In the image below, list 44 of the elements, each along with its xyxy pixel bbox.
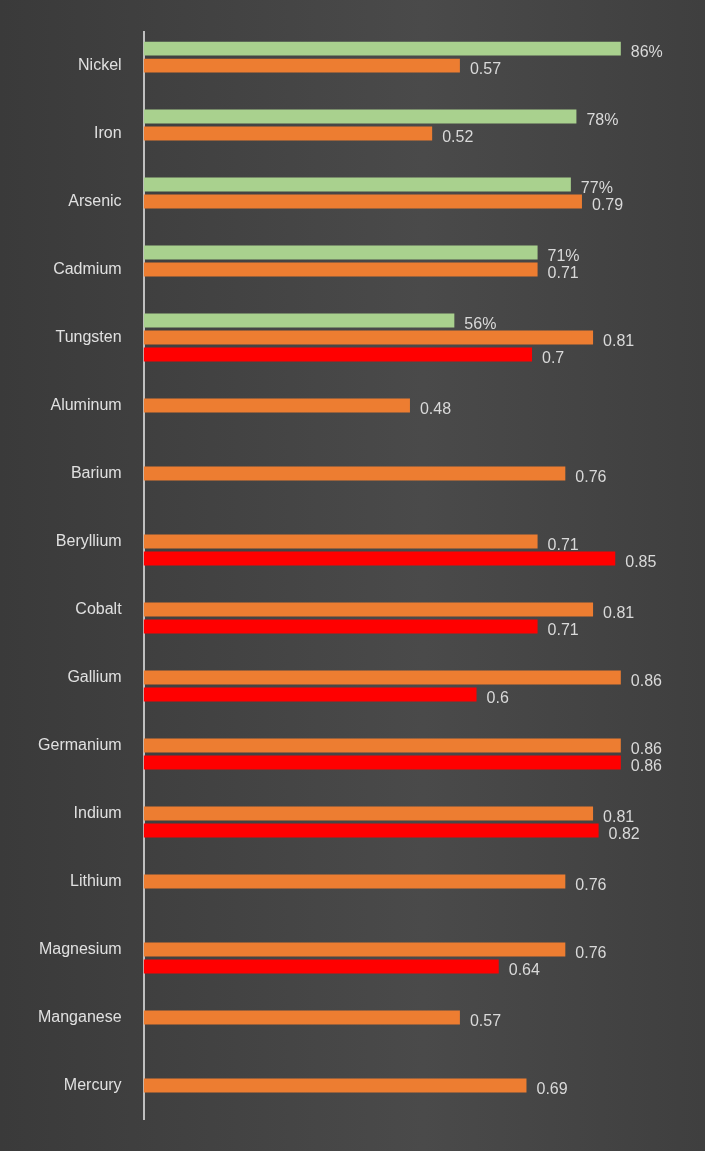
data-label: 0.7 xyxy=(542,348,565,366)
y-tick-label: Manganese xyxy=(37,1007,122,1025)
data-label: 0.71 xyxy=(547,535,579,553)
y-tick-label: Gallium xyxy=(67,667,122,685)
y-tick-label: Cadmium xyxy=(53,259,122,277)
data-label: 86% xyxy=(630,43,663,60)
y-tick-label: Beryllium xyxy=(55,531,122,549)
data-label: 0.76 xyxy=(575,875,607,893)
data-label: 0.52 xyxy=(442,127,474,145)
y-tick-label: Tungsten xyxy=(55,327,122,345)
data-label: 0.81 xyxy=(603,807,635,825)
y-tick-label: Magnesium xyxy=(38,939,122,957)
y-tick-label: Lithium xyxy=(70,871,122,889)
data-label: 0.57 xyxy=(469,1011,502,1029)
y-tick-label: Mercury xyxy=(63,1075,122,1093)
y-tick-label: Iron xyxy=(94,123,122,141)
data-label: 0.76 xyxy=(575,467,607,485)
data-label: 0.86 xyxy=(630,756,663,774)
data-label: 0.86 xyxy=(630,739,663,757)
y-tick-label: Nickel xyxy=(78,56,122,73)
data-label: 0.48 xyxy=(419,399,452,417)
data-label: 0.71 xyxy=(547,620,579,638)
data-label: 0.82 xyxy=(608,824,640,842)
data-label: 77% xyxy=(580,178,613,196)
y-tick-label: Arsenic xyxy=(68,191,122,209)
data-label: 0.71 xyxy=(547,263,579,281)
data-label: 0.85 xyxy=(625,552,657,570)
y-tick-label: Indium xyxy=(73,803,122,821)
data-label: 0.86 xyxy=(630,671,663,689)
data-label: 0.76 xyxy=(575,943,607,961)
data-label: 0.81 xyxy=(603,331,635,349)
y-tick-label: Germanium xyxy=(38,735,122,753)
data-label: 0.6 xyxy=(486,688,509,706)
y-tick-label: Barium xyxy=(70,463,122,481)
data-label: 78% xyxy=(586,110,619,128)
data-label: 0.64 xyxy=(508,960,540,978)
data-label: 0.81 xyxy=(603,603,635,621)
data-label: 56% xyxy=(464,314,497,332)
data-label: 0.57 xyxy=(469,60,502,77)
data-label: 71% xyxy=(547,246,580,264)
y-tick-label: Aluminum xyxy=(50,395,122,413)
data-label: 0.79 xyxy=(591,195,624,213)
data-label: 0.69 xyxy=(536,1079,568,1097)
y-tick-label: Cobalt xyxy=(75,599,123,617)
